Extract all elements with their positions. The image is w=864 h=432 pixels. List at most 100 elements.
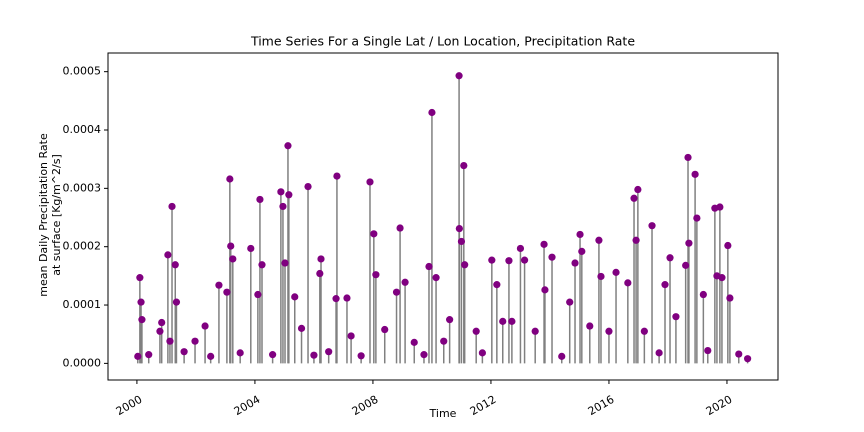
marker <box>571 259 579 267</box>
marker <box>401 278 409 286</box>
marker <box>304 183 312 191</box>
marker <box>540 240 548 248</box>
marker <box>516 244 525 253</box>
marker <box>428 108 436 117</box>
marker <box>684 153 692 162</box>
x-tick-label: 2020 <box>704 393 735 418</box>
marker <box>332 295 340 303</box>
marker <box>191 337 199 345</box>
y-tick-label: 0.0005 <box>63 65 102 78</box>
marker <box>156 327 164 335</box>
marker <box>254 290 262 299</box>
marker <box>285 191 293 199</box>
marker <box>215 281 223 289</box>
marker <box>223 288 231 296</box>
marker <box>145 351 153 359</box>
marker <box>505 257 513 265</box>
marker <box>691 170 699 178</box>
marker <box>672 313 680 321</box>
marker <box>699 290 707 299</box>
marker <box>630 194 638 202</box>
marker <box>558 352 566 360</box>
marker <box>478 349 486 357</box>
x-tick-label: 2008 <box>350 393 381 418</box>
marker <box>420 351 428 359</box>
marker <box>520 256 529 264</box>
marker <box>347 332 355 340</box>
marker <box>201 322 209 330</box>
x-tick-label: 2004 <box>232 393 263 418</box>
x-tick-label: 2012 <box>468 393 499 418</box>
plot-frame <box>107 52 779 381</box>
y-tick-label: 0.0001 <box>63 298 102 311</box>
marker <box>541 286 549 294</box>
marker <box>180 348 188 356</box>
marker <box>164 251 172 259</box>
y-axis-label: at surface [Kg/m^2/s] <box>50 154 63 276</box>
marker <box>372 271 380 279</box>
marker <box>333 172 341 180</box>
marker <box>597 272 605 281</box>
marker <box>508 317 516 325</box>
marker <box>134 352 142 360</box>
x-tick-label: 2016 <box>586 393 617 418</box>
x-tick-label: 2000 <box>114 393 145 418</box>
marker <box>410 338 418 346</box>
marker <box>432 274 440 282</box>
marker <box>634 185 642 194</box>
marker <box>370 230 378 238</box>
marker <box>226 175 234 183</box>
marker <box>632 236 640 244</box>
marker <box>685 239 693 247</box>
marker <box>531 327 539 335</box>
marker <box>357 352 365 360</box>
marker <box>472 327 480 335</box>
marker <box>310 351 318 359</box>
marker <box>455 72 463 80</box>
marker <box>566 298 574 306</box>
marker <box>171 261 179 269</box>
marker <box>269 351 277 359</box>
marker <box>446 316 454 324</box>
marker <box>366 178 374 186</box>
marker <box>172 298 181 306</box>
marker <box>716 203 724 211</box>
marker <box>693 214 701 222</box>
marker <box>277 188 285 196</box>
marker <box>236 349 244 357</box>
marker <box>548 253 556 261</box>
marker <box>624 279 632 287</box>
marker <box>578 247 586 255</box>
marker <box>256 195 264 204</box>
x-axis-label: Time <box>429 407 457 420</box>
marker <box>661 281 669 289</box>
marker <box>166 337 174 345</box>
marker <box>297 324 306 332</box>
marker <box>425 262 433 271</box>
marker <box>396 224 404 232</box>
y-axis-label: mean Daily Precipitation Rate <box>37 133 50 297</box>
marker <box>648 222 656 230</box>
marker <box>136 274 144 282</box>
marker <box>682 261 690 269</box>
marker <box>666 254 674 262</box>
marker <box>595 236 603 244</box>
marker <box>291 293 299 301</box>
marker <box>440 337 448 345</box>
marker <box>499 317 507 325</box>
marker <box>138 316 146 324</box>
y-tick-label: 0.0000 <box>63 356 102 369</box>
marker <box>316 269 324 278</box>
y-tick-label: 0.0002 <box>63 240 102 253</box>
marker <box>158 318 166 327</box>
marker <box>227 242 235 250</box>
marker <box>488 256 496 264</box>
marker <box>392 288 401 296</box>
marker <box>493 281 501 289</box>
marker <box>207 352 215 360</box>
marker <box>229 255 237 263</box>
marker <box>343 294 351 302</box>
marker <box>655 349 663 357</box>
marker <box>576 230 584 239</box>
